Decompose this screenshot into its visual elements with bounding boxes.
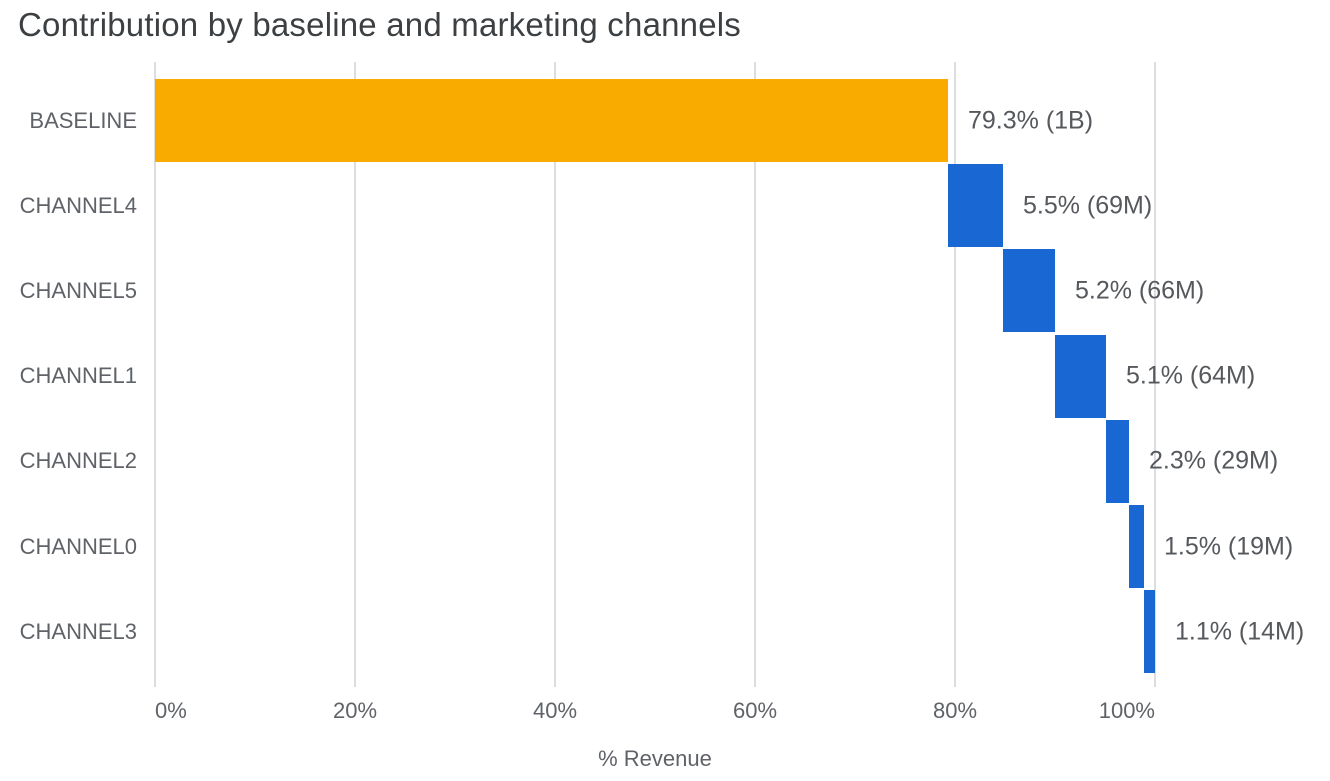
- gridline-60: [754, 62, 756, 687]
- gridline-80: [954, 62, 956, 687]
- gridline-20: [354, 62, 356, 687]
- bar-channel5: [1003, 249, 1055, 333]
- x-tick-100: 100%: [1098, 698, 1155, 723]
- value-label-baseline: 79.3% (1B): [968, 106, 1094, 134]
- x-axis-title: % Revenue: [598, 746, 712, 771]
- value-label-channel0: 1.5% (19M): [1164, 532, 1294, 560]
- value-label-channel1: 5.1% (64M): [1126, 361, 1256, 390]
- value-label-channel4: 5.5% (69M): [1023, 191, 1153, 220]
- bar-channel0: [1129, 505, 1144, 588]
- category-label-channel2: CHANNEL2: [19, 448, 137, 474]
- bar-baseline: [155, 79, 948, 162]
- x-tick-40: 40%: [532, 698, 578, 723]
- gridline-40: [554, 62, 556, 687]
- value-label-channel5: 5.2% (66M): [1075, 276, 1205, 305]
- value-label-channel3: 1.1% (14M): [1175, 617, 1305, 646]
- bar-channel1: [1055, 334, 1106, 418]
- gridline-0: [154, 62, 156, 687]
- category-label-channel0: CHANNEL0: [19, 533, 137, 559]
- x-tick-60: 60%: [732, 698, 778, 723]
- category-label-channel1: CHANNEL1: [19, 363, 137, 389]
- gridline-100: [1154, 62, 1156, 687]
- bar-channel4: [948, 164, 1003, 248]
- category-label-baseline: BASELINE: [29, 107, 137, 133]
- bar-channel3: [1144, 590, 1155, 674]
- chart-title: Contribution by baseline and marketing c…: [18, 6, 742, 43]
- category-label-channel5: CHANNEL5: [19, 277, 137, 303]
- category-label-channel4: CHANNEL4: [19, 192, 137, 218]
- bar-channel2: [1106, 419, 1129, 503]
- x-tick-20: 20%: [332, 698, 378, 723]
- value-label-channel2: 2.3% (29M): [1149, 446, 1279, 475]
- x-tick-80: 80%: [932, 698, 978, 723]
- x-tick-0: 0%: [155, 698, 187, 723]
- category-label-channel3: CHANNEL3: [19, 618, 137, 644]
